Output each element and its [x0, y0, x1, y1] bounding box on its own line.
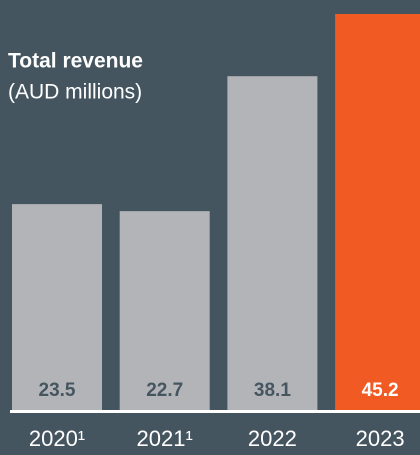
x-tick-label: 2022 [248, 426, 297, 451]
bar [227, 76, 318, 410]
value-label: 23.5 [39, 380, 76, 401]
chart-subtitle: (AUD millions) [8, 81, 142, 104]
value-label: 22.7 [146, 380, 183, 401]
bar [12, 204, 102, 410]
x-tick-label: 2023 [356, 426, 405, 451]
chart-title: Total revenue [8, 50, 143, 73]
value-label: 45.2 [362, 380, 399, 401]
value-label: 38.1 [254, 380, 291, 401]
x-tick-label: 2021¹ [137, 426, 193, 451]
bar [119, 211, 210, 410]
x-tick-label: 2020¹ [29, 426, 85, 451]
bar [335, 14, 420, 410]
